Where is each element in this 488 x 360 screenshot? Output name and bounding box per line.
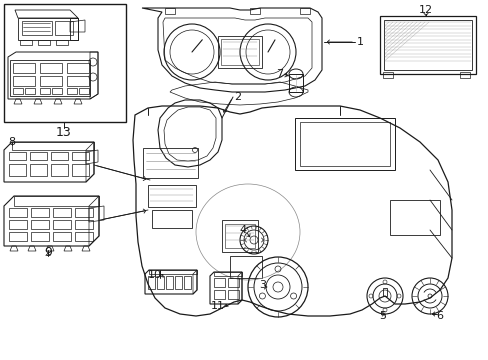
Text: 13: 13 <box>56 126 72 139</box>
Bar <box>67 76 89 86</box>
Bar <box>294 118 394 170</box>
Bar <box>152 210 192 228</box>
Bar <box>459 72 469 78</box>
Bar <box>75 220 93 229</box>
Bar <box>13 88 23 94</box>
Bar <box>25 88 35 94</box>
Bar <box>22 21 52 35</box>
Bar <box>383 20 471 70</box>
Bar <box>56 40 68 45</box>
Text: 10: 10 <box>148 270 162 280</box>
Bar <box>40 88 50 94</box>
Bar <box>9 164 26 176</box>
Bar <box>38 40 50 45</box>
Bar <box>30 164 47 176</box>
Bar <box>229 256 262 278</box>
Bar <box>9 220 27 229</box>
Bar <box>224 224 254 248</box>
Text: 4: 4 <box>239 225 246 235</box>
Bar <box>299 8 309 14</box>
Bar <box>67 88 77 94</box>
Bar <box>31 232 49 241</box>
Bar <box>148 276 155 289</box>
Bar <box>18 18 78 40</box>
Bar <box>4 4 126 122</box>
Bar <box>13 76 35 86</box>
Bar <box>75 232 93 241</box>
Bar <box>79 88 89 94</box>
Bar <box>164 8 175 14</box>
Text: 2: 2 <box>234 92 241 102</box>
Text: 9: 9 <box>44 246 52 258</box>
Bar <box>299 122 389 166</box>
Bar <box>218 36 262 68</box>
Bar <box>31 208 49 217</box>
Bar <box>53 220 71 229</box>
Bar <box>165 276 173 289</box>
Bar <box>72 152 89 160</box>
Bar <box>40 76 62 86</box>
Bar <box>72 164 89 176</box>
Bar <box>379 16 475 74</box>
Bar <box>51 152 68 160</box>
Bar <box>382 288 386 296</box>
Bar <box>214 290 224 299</box>
Text: 1: 1 <box>356 37 363 47</box>
Bar <box>10 60 90 96</box>
Bar <box>20 40 32 45</box>
Bar <box>30 152 47 160</box>
Text: 6: 6 <box>436 311 443 321</box>
Bar <box>9 208 27 217</box>
Text: 11: 11 <box>210 301 224 311</box>
Bar <box>157 276 163 289</box>
Bar <box>382 72 392 78</box>
Bar <box>53 232 71 241</box>
Bar <box>175 276 182 289</box>
Bar <box>227 290 239 299</box>
Bar <box>288 74 303 92</box>
Text: 8: 8 <box>8 137 15 147</box>
Bar <box>55 21 73 35</box>
Text: 7: 7 <box>276 69 283 79</box>
Bar <box>31 220 49 229</box>
Bar <box>389 200 439 235</box>
Bar <box>67 63 89 73</box>
Bar <box>52 88 62 94</box>
Text: 3: 3 <box>259 280 266 290</box>
Bar <box>222 220 258 252</box>
Bar <box>227 278 239 287</box>
Bar <box>53 208 71 217</box>
Text: 12: 12 <box>418 5 432 15</box>
Bar <box>249 8 260 14</box>
Bar <box>142 148 198 178</box>
Bar <box>75 208 93 217</box>
Bar <box>40 63 62 73</box>
Bar <box>9 232 27 241</box>
Bar <box>148 185 196 207</box>
Bar <box>9 152 26 160</box>
Bar <box>183 276 191 289</box>
Bar <box>221 39 259 65</box>
Bar <box>214 278 224 287</box>
Text: 5: 5 <box>379 311 386 321</box>
Bar <box>51 164 68 176</box>
Bar <box>13 63 35 73</box>
